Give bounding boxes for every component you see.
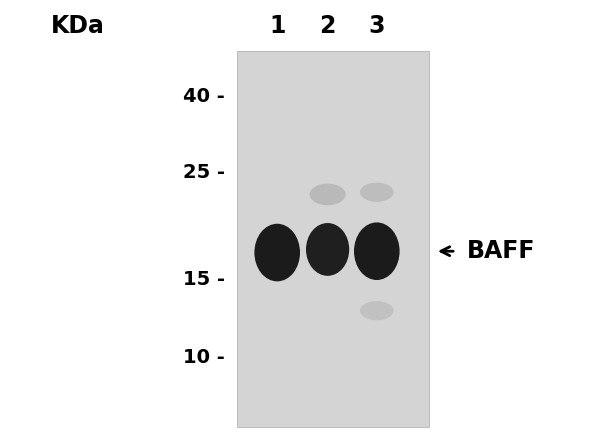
Ellipse shape xyxy=(254,224,300,281)
Text: KDa: KDa xyxy=(51,14,105,38)
Text: 25 -: 25 - xyxy=(183,163,225,181)
Text: 2: 2 xyxy=(319,14,336,38)
Bar xyxy=(237,51,429,427)
Text: 1: 1 xyxy=(269,14,286,38)
Ellipse shape xyxy=(310,184,346,205)
Ellipse shape xyxy=(306,223,349,276)
Text: 40 -: 40 - xyxy=(183,87,225,105)
Ellipse shape xyxy=(354,223,400,280)
Text: 3: 3 xyxy=(368,14,385,38)
Ellipse shape xyxy=(360,301,394,320)
Text: 15 -: 15 - xyxy=(183,270,225,289)
Ellipse shape xyxy=(360,183,394,202)
Text: BAFF: BAFF xyxy=(467,239,535,263)
Text: 10 -: 10 - xyxy=(183,348,225,367)
